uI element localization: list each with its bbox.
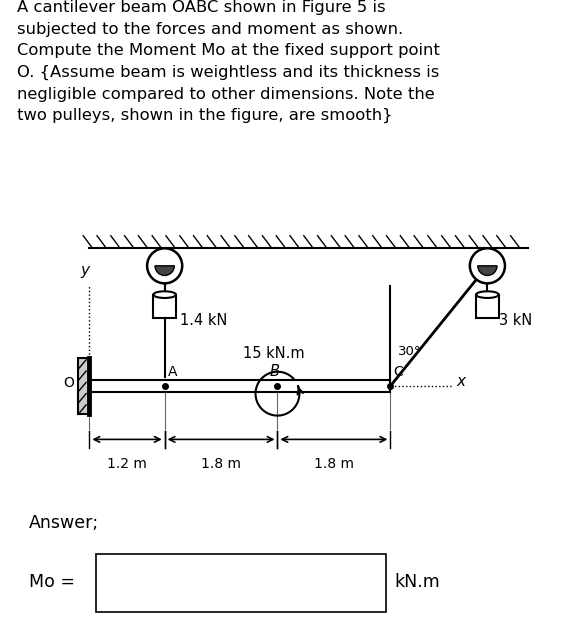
Text: C: C [393, 365, 403, 379]
Text: kN.m: kN.m [394, 573, 440, 591]
Text: Answer;: Answer; [29, 514, 99, 532]
Text: x: x [456, 374, 465, 388]
Bar [96, 554, 386, 612]
Bar [89, 381, 390, 392]
Text: 3 kN: 3 kN [499, 313, 532, 328]
Text: Mo =: Mo = [29, 573, 75, 591]
Text: O: O [63, 376, 74, 390]
Text: A cantilever beam OABC shown in Figure 5 is
subjected to the forces and moment a: A cantilever beam OABC shown in Figure 5… [17, 0, 440, 124]
Wedge shape [478, 266, 497, 275]
Text: A: A [168, 365, 177, 379]
Wedge shape [155, 266, 175, 275]
Bar [153, 294, 176, 319]
Text: 1.4 kN: 1.4 kN [180, 313, 228, 328]
Bar [78, 358, 89, 414]
Ellipse shape [476, 291, 499, 298]
Text: 30°: 30° [398, 345, 421, 358]
Circle shape [147, 248, 182, 284]
Text: 1.8 m: 1.8 m [201, 457, 241, 471]
Text: 15 kN.m: 15 kN.m [243, 346, 304, 361]
Bar [476, 294, 499, 319]
Text: B: B [269, 364, 280, 379]
Ellipse shape [153, 291, 176, 298]
Circle shape [470, 248, 505, 284]
Text: y: y [80, 263, 89, 278]
Text: 1.8 m: 1.8 m [314, 457, 354, 471]
Text: 1.2 m: 1.2 m [107, 457, 147, 471]
